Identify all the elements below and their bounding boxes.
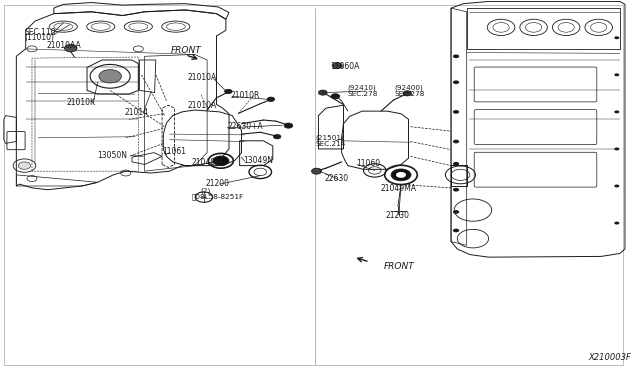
Circle shape bbox=[453, 80, 459, 84]
Text: 11061: 11061 bbox=[162, 147, 186, 156]
Circle shape bbox=[614, 222, 620, 225]
Text: 21200: 21200 bbox=[206, 179, 230, 188]
Circle shape bbox=[65, 44, 77, 52]
Circle shape bbox=[284, 123, 293, 128]
Circle shape bbox=[331, 94, 340, 99]
Circle shape bbox=[273, 135, 281, 139]
Text: (92400): (92400) bbox=[395, 85, 424, 92]
Text: 21010R: 21010R bbox=[231, 91, 260, 100]
Text: SEC.214: SEC.214 bbox=[316, 141, 346, 147]
Text: (92410): (92410) bbox=[348, 85, 376, 92]
Text: 21010A: 21010A bbox=[187, 73, 216, 82]
Circle shape bbox=[453, 229, 459, 232]
Text: FRONT: FRONT bbox=[171, 46, 202, 55]
Text: 11060A: 11060A bbox=[330, 62, 359, 71]
Text: SEC.278: SEC.278 bbox=[395, 91, 425, 97]
Text: SEC.278: SEC.278 bbox=[348, 91, 378, 97]
Text: 22630: 22630 bbox=[324, 174, 349, 183]
Circle shape bbox=[99, 70, 122, 83]
Text: 21014: 21014 bbox=[125, 108, 148, 117]
Circle shape bbox=[614, 110, 620, 113]
Text: (11010): (11010) bbox=[24, 33, 54, 42]
Text: 11060: 11060 bbox=[356, 159, 380, 168]
Text: 21010K: 21010K bbox=[67, 98, 95, 107]
Circle shape bbox=[267, 97, 275, 102]
Text: 08L58-8251F: 08L58-8251F bbox=[191, 194, 244, 201]
Text: 21049M: 21049M bbox=[191, 158, 222, 167]
Circle shape bbox=[225, 89, 232, 94]
Circle shape bbox=[453, 188, 459, 192]
Circle shape bbox=[453, 162, 459, 166]
Circle shape bbox=[319, 90, 327, 95]
Circle shape bbox=[403, 91, 412, 96]
Circle shape bbox=[18, 162, 31, 169]
Circle shape bbox=[614, 185, 620, 187]
Circle shape bbox=[453, 140, 459, 143]
Text: 21230: 21230 bbox=[385, 211, 410, 220]
Circle shape bbox=[453, 210, 459, 214]
Text: FRONT: FRONT bbox=[383, 262, 414, 271]
Text: 21010A: 21010A bbox=[187, 101, 216, 110]
Circle shape bbox=[614, 147, 620, 150]
Text: 13049N: 13049N bbox=[243, 155, 273, 164]
Text: 21010AA: 21010AA bbox=[46, 41, 81, 50]
Circle shape bbox=[332, 62, 342, 68]
Circle shape bbox=[614, 73, 620, 76]
Text: SEC.110: SEC.110 bbox=[24, 28, 56, 37]
Text: (21501): (21501) bbox=[316, 135, 344, 141]
Circle shape bbox=[453, 110, 459, 114]
Circle shape bbox=[396, 172, 406, 178]
Text: 22630+A: 22630+A bbox=[227, 122, 263, 131]
Text: 13050N: 13050N bbox=[98, 151, 127, 160]
Text: 21049MA: 21049MA bbox=[380, 185, 417, 193]
Circle shape bbox=[391, 169, 411, 181]
Circle shape bbox=[312, 168, 321, 174]
Circle shape bbox=[614, 36, 620, 39]
Circle shape bbox=[212, 156, 229, 166]
Circle shape bbox=[453, 54, 459, 58]
Text: X210003F: X210003F bbox=[589, 353, 632, 362]
Text: (2): (2) bbox=[201, 187, 211, 194]
